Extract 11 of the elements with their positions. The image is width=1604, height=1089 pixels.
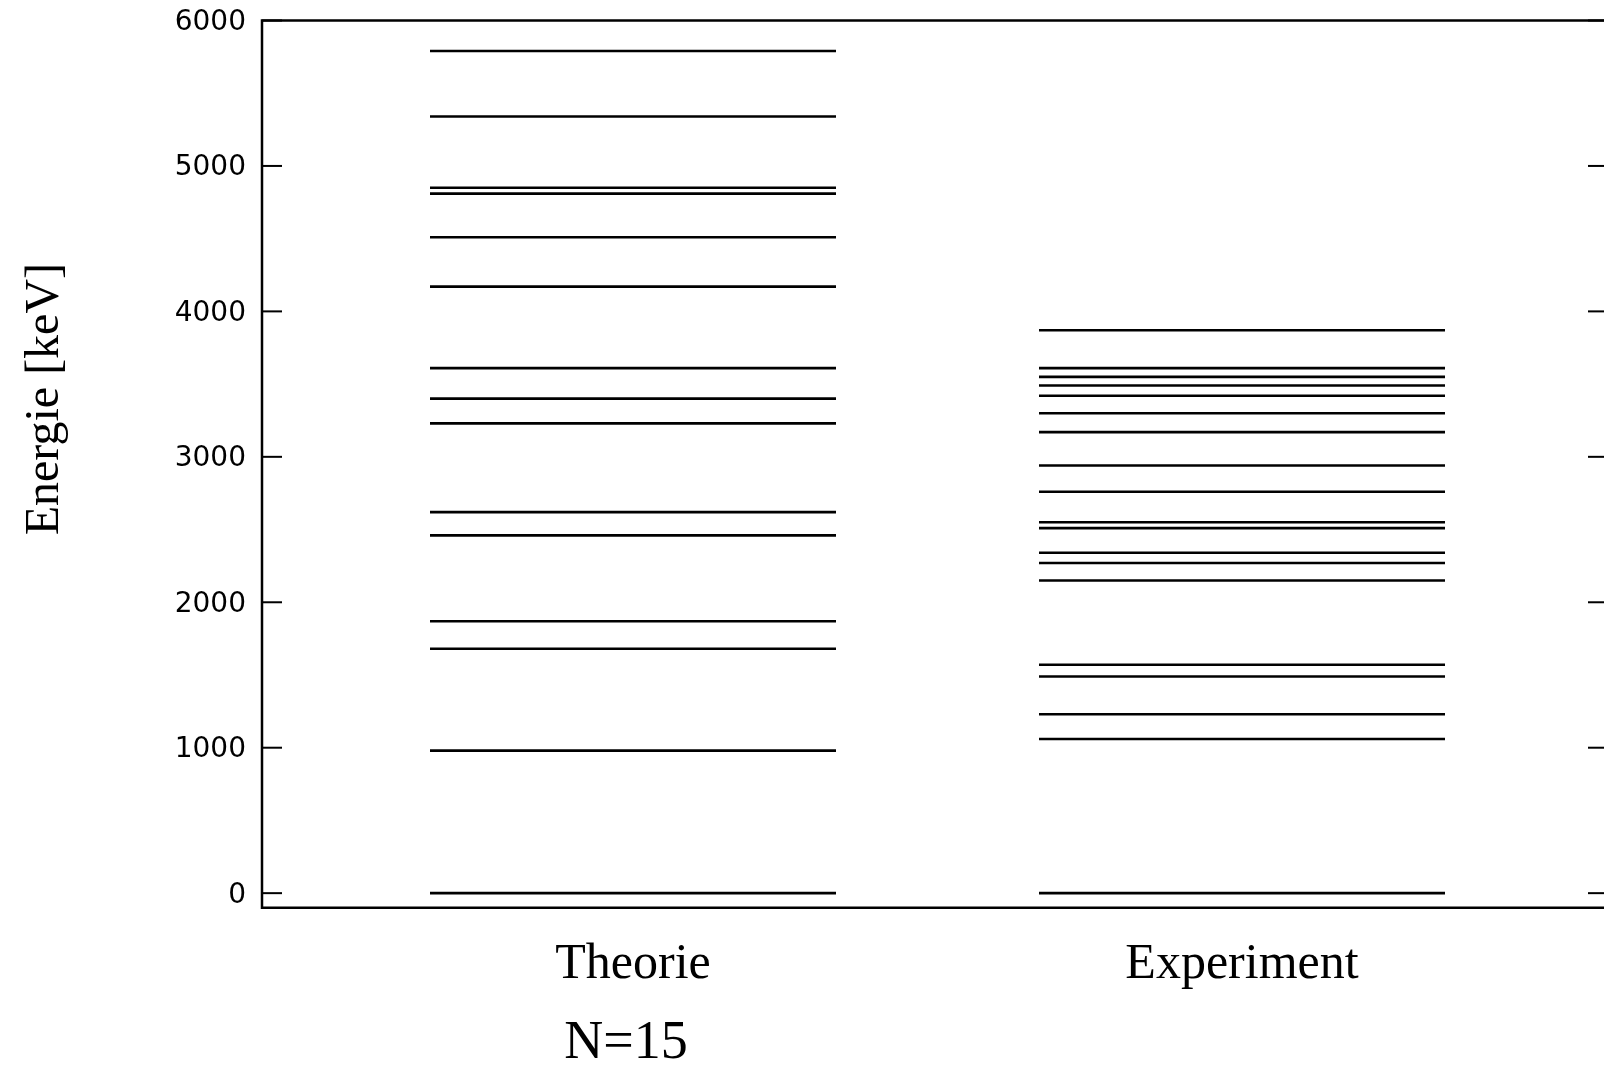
x-tick-label: Experiment bbox=[1125, 933, 1359, 989]
text: N=15 bbox=[564, 1010, 688, 1070]
x-tick-label: Theorie bbox=[555, 933, 711, 989]
y-tick-label: 3000 bbox=[174, 440, 246, 474]
y-tick-label: 0 bbox=[228, 876, 246, 910]
y-axis-title: Energie [keV] bbox=[15, 262, 68, 536]
y-tick-label: 5000 bbox=[174, 149, 246, 183]
y-tick-label: 2000 bbox=[174, 585, 246, 619]
y-tick-label: 1000 bbox=[174, 731, 246, 765]
y-tick-label: 6000 bbox=[174, 4, 246, 37]
y-tick-label: 4000 bbox=[174, 294, 246, 328]
